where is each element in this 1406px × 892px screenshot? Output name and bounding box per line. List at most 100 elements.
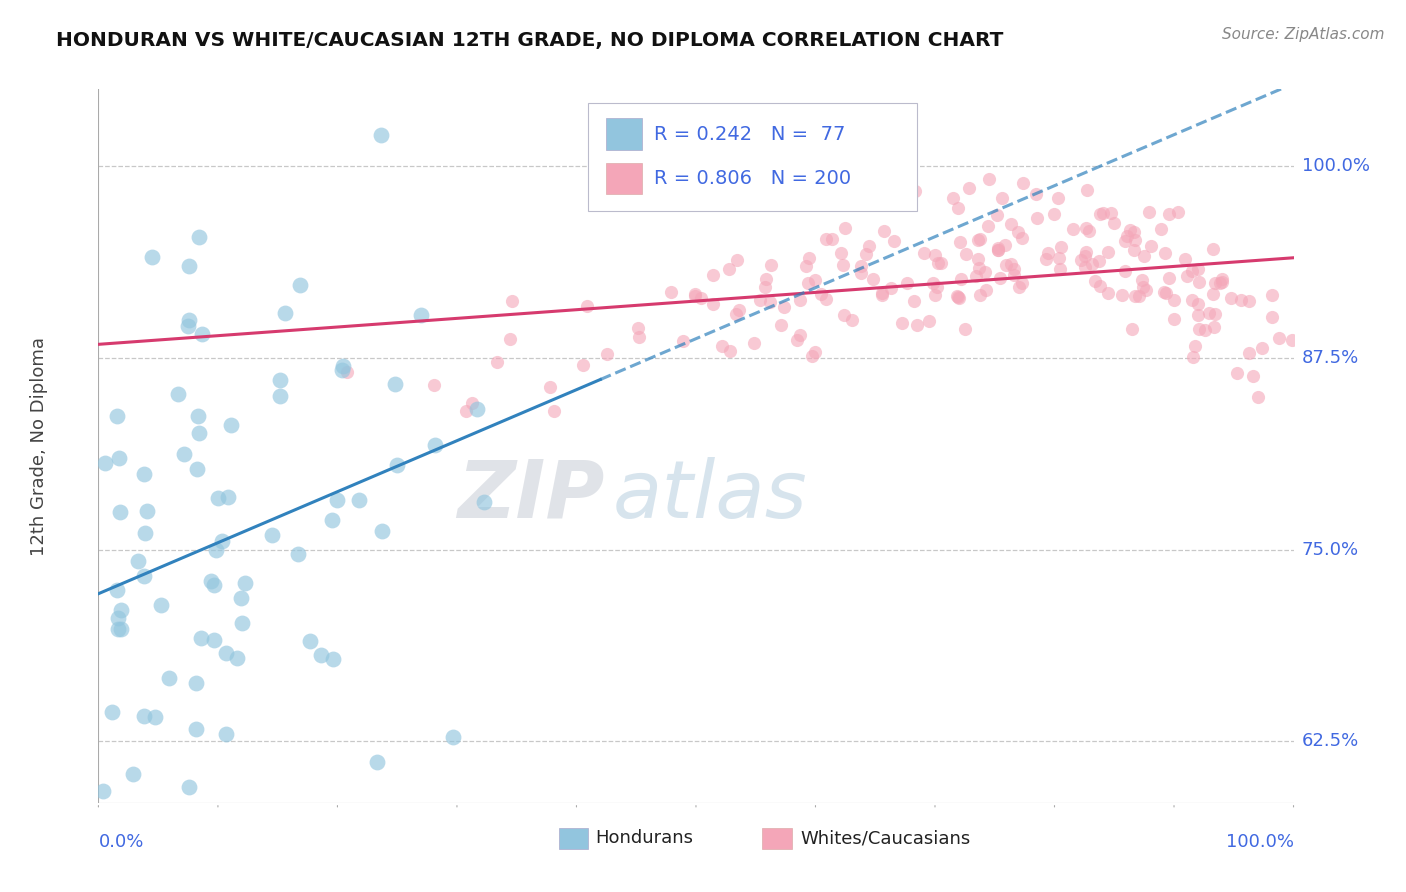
Point [205,543,228,558]
Point [1202,319,1225,334]
Point [454,403,477,417]
Point [105,409,128,423]
Point [1025,186,1047,201]
Point [1099,206,1122,220]
Point [1038,246,1060,260]
Point [1074,260,1097,274]
Point [134,526,156,541]
Point [953,322,976,336]
Point [905,318,928,333]
Point [1077,224,1099,238]
Point [1132,280,1154,294]
Point [903,294,925,309]
Point [754,279,776,293]
Point [815,232,838,246]
Point [1187,308,1209,322]
Point [231,615,253,630]
Point [501,293,523,308]
Point [132,708,155,723]
Point [1049,239,1071,253]
Point [994,238,1017,252]
Point [1177,269,1199,284]
Text: Hondurans: Hondurans [596,830,693,847]
Point [710,339,733,353]
Point [122,767,145,781]
Point [918,313,941,327]
Point [441,730,464,744]
Point [1046,191,1069,205]
Point [384,377,406,392]
Point [1121,322,1143,336]
Point [288,278,311,293]
Point [1137,204,1160,219]
Point [1081,257,1104,271]
Point [849,266,872,280]
Point [207,491,229,506]
Point [1102,216,1125,230]
Point [149,598,172,612]
Point [759,294,782,309]
Point [755,272,778,286]
Point [262,528,284,542]
Point [1153,246,1175,260]
FancyBboxPatch shape [606,162,643,194]
Point [1091,205,1114,219]
Point [1011,231,1033,245]
Point [219,417,242,432]
Point [786,333,808,347]
Point [1070,252,1092,267]
Point [1026,211,1049,226]
Point [538,380,561,394]
Point [815,292,838,306]
Point [309,648,332,663]
Point [177,313,200,327]
Text: HONDURAN VS WHITE/CAUCASIAN 12TH GRADE, NO DIPLOMA CORRELATION CHART: HONDURAN VS WHITE/CAUCASIAN 12TH GRADE, … [56,31,1004,50]
Point [385,458,408,472]
Text: 62.5%: 62.5% [1302,732,1360,750]
Point [1116,228,1139,243]
Point [1209,276,1232,290]
Point [893,161,915,175]
Point [101,705,124,719]
Point [659,285,682,299]
Text: R = 0.806   N = 200: R = 0.806 N = 200 [654,169,851,188]
Point [794,260,817,274]
Point [186,462,208,476]
Point [1076,183,1098,197]
Point [157,671,180,685]
Point [576,299,599,313]
Point [921,277,943,291]
Point [370,128,392,143]
Point [841,313,863,327]
Point [1188,275,1211,289]
Point [1090,279,1112,293]
Point [215,727,238,741]
Point [187,409,209,423]
Point [948,291,970,305]
Point [1123,233,1146,247]
Point [742,335,765,350]
Point [1007,226,1029,240]
Point [896,276,918,290]
Point [950,271,973,285]
Point [830,245,852,260]
Point [832,258,855,272]
Point [990,191,1012,205]
Point [976,283,998,297]
Point [966,252,988,266]
Point [1243,368,1265,383]
Point [1184,339,1206,353]
Point [1128,289,1150,303]
Point [143,710,166,724]
Point [110,603,132,617]
Text: ZIP: ZIP [457,457,605,535]
Point [929,256,952,270]
Point [967,233,990,247]
Point [789,293,811,307]
Text: Whites/Caucasians: Whites/Caucasians [800,830,970,847]
Text: 100.0%: 100.0% [1302,157,1369,175]
Text: 0.0%: 0.0% [98,833,143,851]
Point [543,404,565,418]
Point [748,293,770,307]
Point [125,830,148,845]
